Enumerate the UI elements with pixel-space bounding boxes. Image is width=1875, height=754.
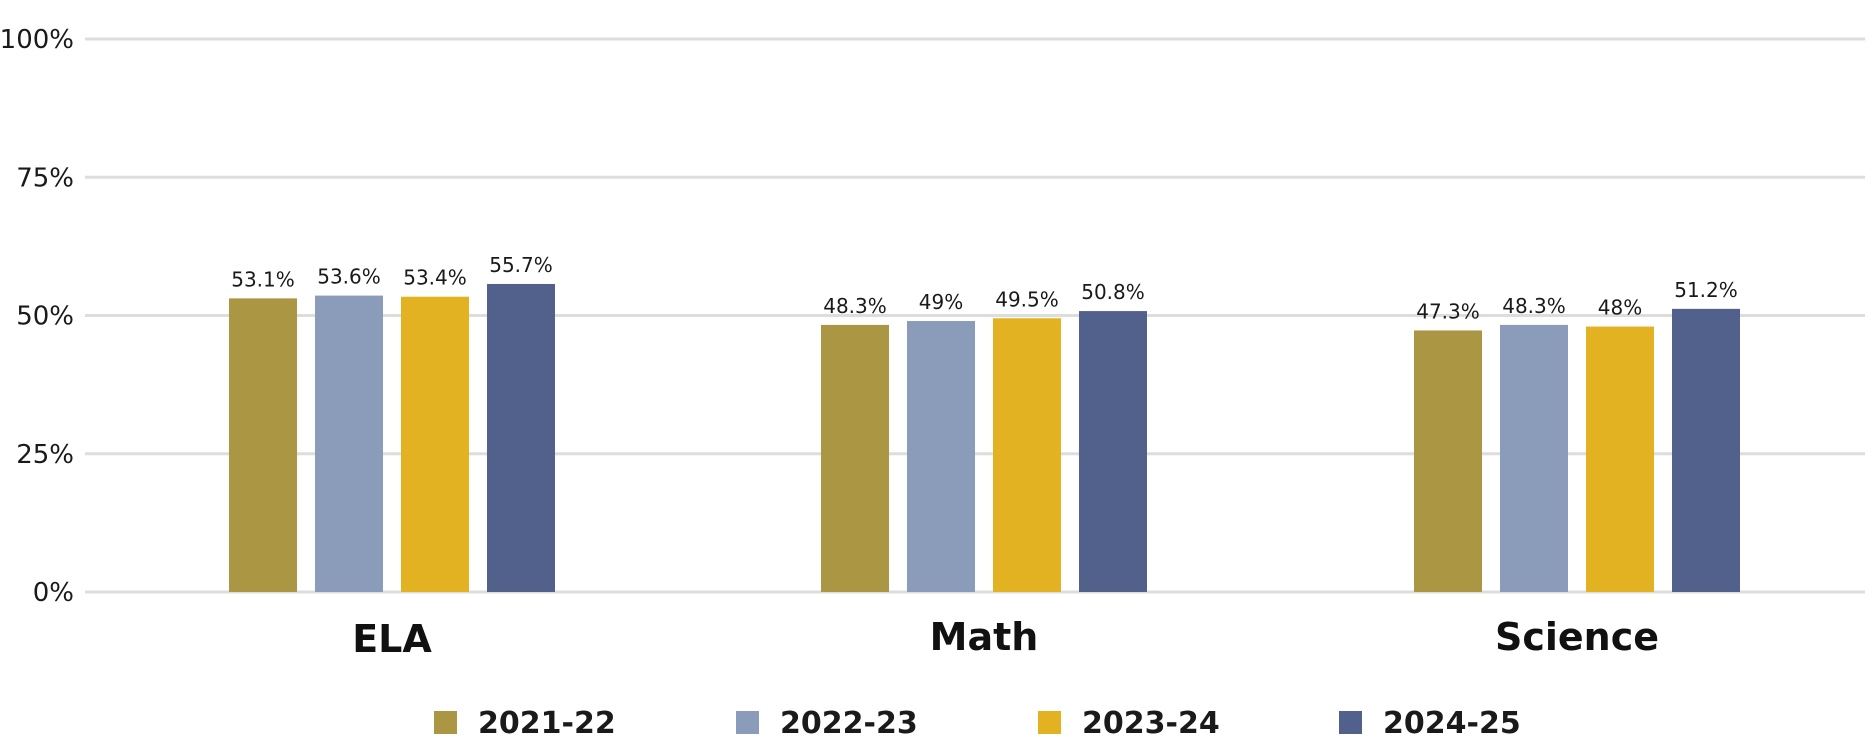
y-tick-label: 100% bbox=[0, 25, 74, 55]
value-label: 55.7% bbox=[489, 253, 553, 277]
legend-swatch-2021-22 bbox=[434, 711, 457, 734]
value-label: 53.6% bbox=[317, 265, 381, 289]
y-tick-label: 50% bbox=[16, 302, 74, 332]
y-tick-label: 75% bbox=[16, 163, 74, 193]
bar-ela-2023-24 bbox=[401, 296, 469, 592]
bar-ela-2021-22 bbox=[229, 298, 297, 592]
category-label-ela: ELA bbox=[352, 617, 432, 661]
category-label-science: Science bbox=[1495, 615, 1659, 659]
y-axis-ticks: 0% 25% 50% 75% 100% bbox=[0, 25, 74, 608]
value-label: 53.4% bbox=[403, 266, 467, 290]
bar-math-2024-25 bbox=[1079, 311, 1147, 592]
category-labels-layer: ELA Math Science bbox=[352, 615, 1659, 661]
legend: 2021-22 2022-23 2023-24 2024-25 bbox=[434, 706, 1521, 741]
bar-science-2023-24 bbox=[1586, 326, 1654, 592]
value-label: 49.5% bbox=[995, 287, 1059, 311]
legend-swatch-2022-23 bbox=[736, 711, 759, 734]
value-label: 50.8% bbox=[1081, 280, 1145, 304]
bar-science-2024-25 bbox=[1672, 308, 1740, 592]
value-label: 48.3% bbox=[1502, 294, 1566, 318]
bar-math-2023-24 bbox=[993, 318, 1061, 592]
legend-label-2023-24: 2023-24 bbox=[1082, 706, 1220, 741]
legend-label-2021-22: 2021-22 bbox=[478, 706, 616, 741]
bars-layer bbox=[229, 283, 1740, 592]
value-label: 49% bbox=[919, 290, 963, 314]
bar-science-2021-22 bbox=[1414, 330, 1482, 592]
bar-math-2022-23 bbox=[907, 321, 975, 592]
legend-swatch-2024-25 bbox=[1339, 711, 1362, 734]
category-label-math: Math bbox=[930, 615, 1039, 659]
bar-science-2022-23 bbox=[1500, 324, 1568, 592]
bar-math-2021-22 bbox=[821, 324, 889, 592]
y-tick-label: 0% bbox=[33, 578, 74, 608]
legend-swatch-2023-24 bbox=[1038, 711, 1061, 734]
value-label: 51.2% bbox=[1674, 278, 1738, 302]
legend-label-2022-23: 2022-23 bbox=[780, 706, 918, 741]
legend-label-2024-25: 2024-25 bbox=[1383, 706, 1521, 741]
value-label: 47.3% bbox=[1416, 299, 1480, 323]
value-label: 53.1% bbox=[231, 267, 295, 291]
bar-ela-2022-23 bbox=[315, 295, 383, 592]
y-tick-label: 25% bbox=[16, 440, 74, 470]
value-labels-layer: 53.1% 53.6% 53.4% 55.7% 48.3% 49% 49.5% 50.8% 47… bbox=[231, 253, 1738, 323]
value-label: 48% bbox=[1598, 296, 1642, 320]
bar-ela-2024-25 bbox=[487, 283, 555, 592]
value-label: 48.3% bbox=[823, 294, 887, 318]
